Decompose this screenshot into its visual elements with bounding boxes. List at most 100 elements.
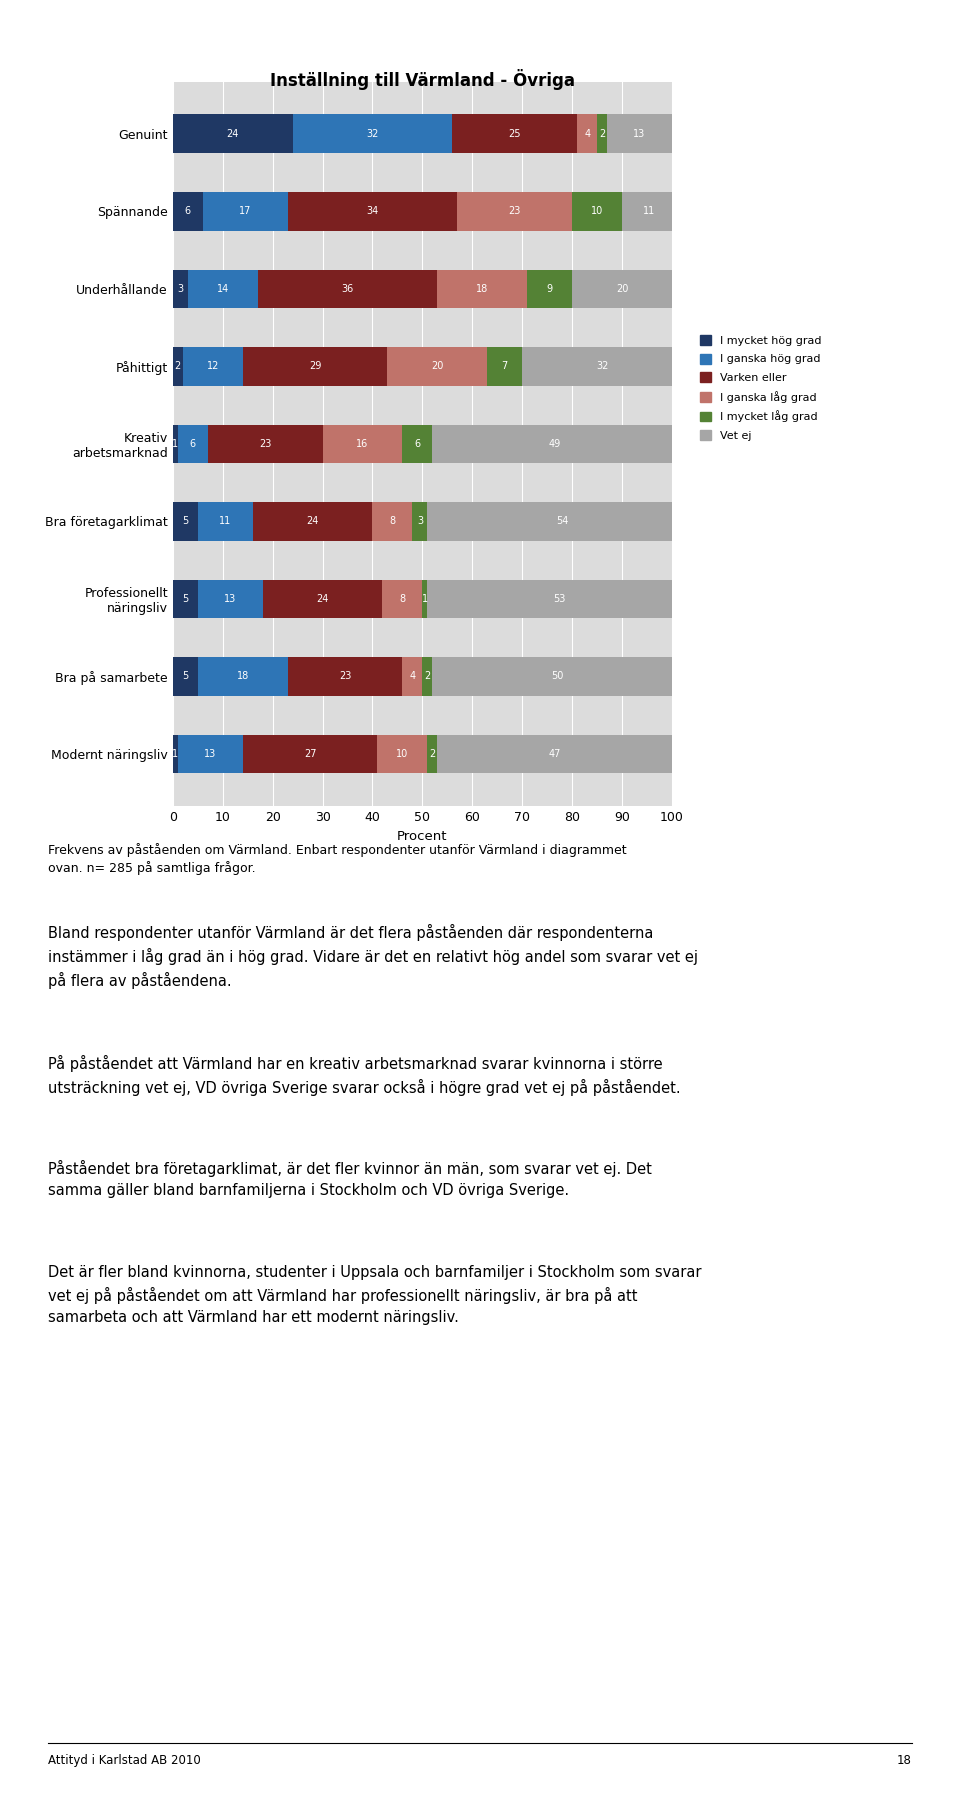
Text: 20: 20: [431, 361, 444, 371]
Text: 6: 6: [415, 439, 420, 449]
Bar: [432, 658, 682, 696]
Bar: [173, 114, 293, 154]
Text: 13: 13: [634, 129, 646, 140]
Bar: [182, 348, 243, 386]
Text: 8: 8: [390, 516, 396, 527]
Text: På påståendet att Värmland har en kreativ arbetsmarknad svarar kvinnorna i störr: På påståendet att Värmland har en kreati…: [48, 1055, 681, 1096]
Bar: [572, 270, 672, 308]
Text: 49: 49: [548, 439, 561, 449]
Text: 18: 18: [236, 672, 249, 681]
Text: 17: 17: [239, 207, 252, 216]
Bar: [198, 502, 252, 540]
Bar: [432, 424, 677, 464]
Text: Attityd i Karlstad AB 2010: Attityd i Karlstad AB 2010: [48, 1754, 201, 1767]
Text: 13: 13: [224, 594, 236, 603]
Bar: [203, 192, 288, 230]
Text: 34: 34: [367, 207, 378, 216]
Bar: [622, 192, 677, 230]
Text: 2: 2: [424, 672, 430, 681]
Text: 53: 53: [554, 594, 565, 603]
Bar: [402, 658, 422, 696]
Bar: [422, 580, 427, 618]
X-axis label: Procent: Procent: [397, 830, 447, 843]
Text: 1: 1: [172, 748, 179, 759]
Text: 11: 11: [643, 207, 656, 216]
Bar: [388, 348, 488, 386]
Bar: [293, 114, 452, 154]
Bar: [427, 580, 692, 618]
Bar: [438, 270, 527, 308]
Bar: [173, 502, 198, 540]
Text: 23: 23: [259, 439, 272, 449]
Bar: [243, 734, 377, 774]
Text: 54: 54: [556, 516, 568, 527]
Text: 6: 6: [184, 207, 191, 216]
Bar: [178, 734, 243, 774]
Text: 4: 4: [584, 129, 590, 140]
Bar: [173, 580, 198, 618]
Text: 47: 47: [548, 748, 561, 759]
Text: 36: 36: [342, 284, 353, 294]
Bar: [288, 192, 457, 230]
Text: 50: 50: [551, 672, 564, 681]
Bar: [178, 424, 207, 464]
Text: 16: 16: [356, 439, 369, 449]
Bar: [438, 734, 672, 774]
Text: 32: 32: [367, 129, 378, 140]
Text: 6: 6: [190, 439, 196, 449]
Bar: [452, 114, 577, 154]
Text: Frekvens av påståenden om Värmland. Enbart respondenter utanför Värmland i diagr: Frekvens av påståenden om Värmland. Enba…: [48, 843, 627, 875]
Text: 10: 10: [591, 207, 603, 216]
Bar: [173, 658, 198, 696]
Text: 18: 18: [476, 284, 489, 294]
Bar: [427, 734, 438, 774]
Text: 14: 14: [217, 284, 228, 294]
Text: 32: 32: [596, 361, 609, 371]
Text: Det är fler bland kvinnorna, studenter i Uppsala och barnfamiljer i Stockholm so: Det är fler bland kvinnorna, studenter i…: [48, 1265, 702, 1325]
Text: 5: 5: [182, 672, 188, 681]
Bar: [427, 502, 697, 540]
Bar: [243, 348, 388, 386]
Bar: [257, 270, 438, 308]
Text: 5: 5: [182, 516, 188, 527]
Bar: [527, 270, 572, 308]
Text: 1: 1: [421, 594, 428, 603]
Text: 12: 12: [206, 361, 219, 371]
Text: 24: 24: [227, 129, 239, 140]
Text: 25: 25: [509, 129, 521, 140]
Text: 23: 23: [509, 207, 521, 216]
Text: 24: 24: [306, 516, 319, 527]
Bar: [252, 502, 372, 540]
Bar: [577, 114, 597, 154]
Bar: [263, 580, 382, 618]
Bar: [522, 348, 682, 386]
Text: 2: 2: [175, 361, 180, 371]
Legend: I mycket hög grad, I ganska hög grad, Varken eller, I ganska låg grad, I mycket : I mycket hög grad, I ganska hög grad, Va…: [697, 332, 825, 444]
Bar: [173, 424, 178, 464]
Bar: [457, 192, 572, 230]
Bar: [198, 658, 288, 696]
Bar: [323, 424, 402, 464]
Text: 3: 3: [417, 516, 423, 527]
Text: 11: 11: [219, 516, 231, 527]
Text: 24: 24: [317, 594, 328, 603]
Text: Inställning till Värmland - Övriga: Inställning till Värmland - Övriga: [270, 69, 575, 91]
Text: 2: 2: [429, 748, 436, 759]
Text: 20: 20: [616, 284, 628, 294]
Bar: [173, 348, 182, 386]
Bar: [422, 658, 432, 696]
Bar: [198, 580, 263, 618]
Bar: [372, 502, 413, 540]
Bar: [173, 270, 188, 308]
Bar: [402, 424, 432, 464]
Bar: [377, 734, 427, 774]
Text: 29: 29: [309, 361, 322, 371]
Text: 18: 18: [898, 1754, 912, 1767]
Text: 8: 8: [399, 594, 405, 603]
Text: 7: 7: [502, 361, 508, 371]
Bar: [413, 502, 427, 540]
Bar: [572, 192, 622, 230]
Bar: [173, 734, 178, 774]
Text: 9: 9: [546, 284, 553, 294]
Text: 3: 3: [178, 284, 183, 294]
